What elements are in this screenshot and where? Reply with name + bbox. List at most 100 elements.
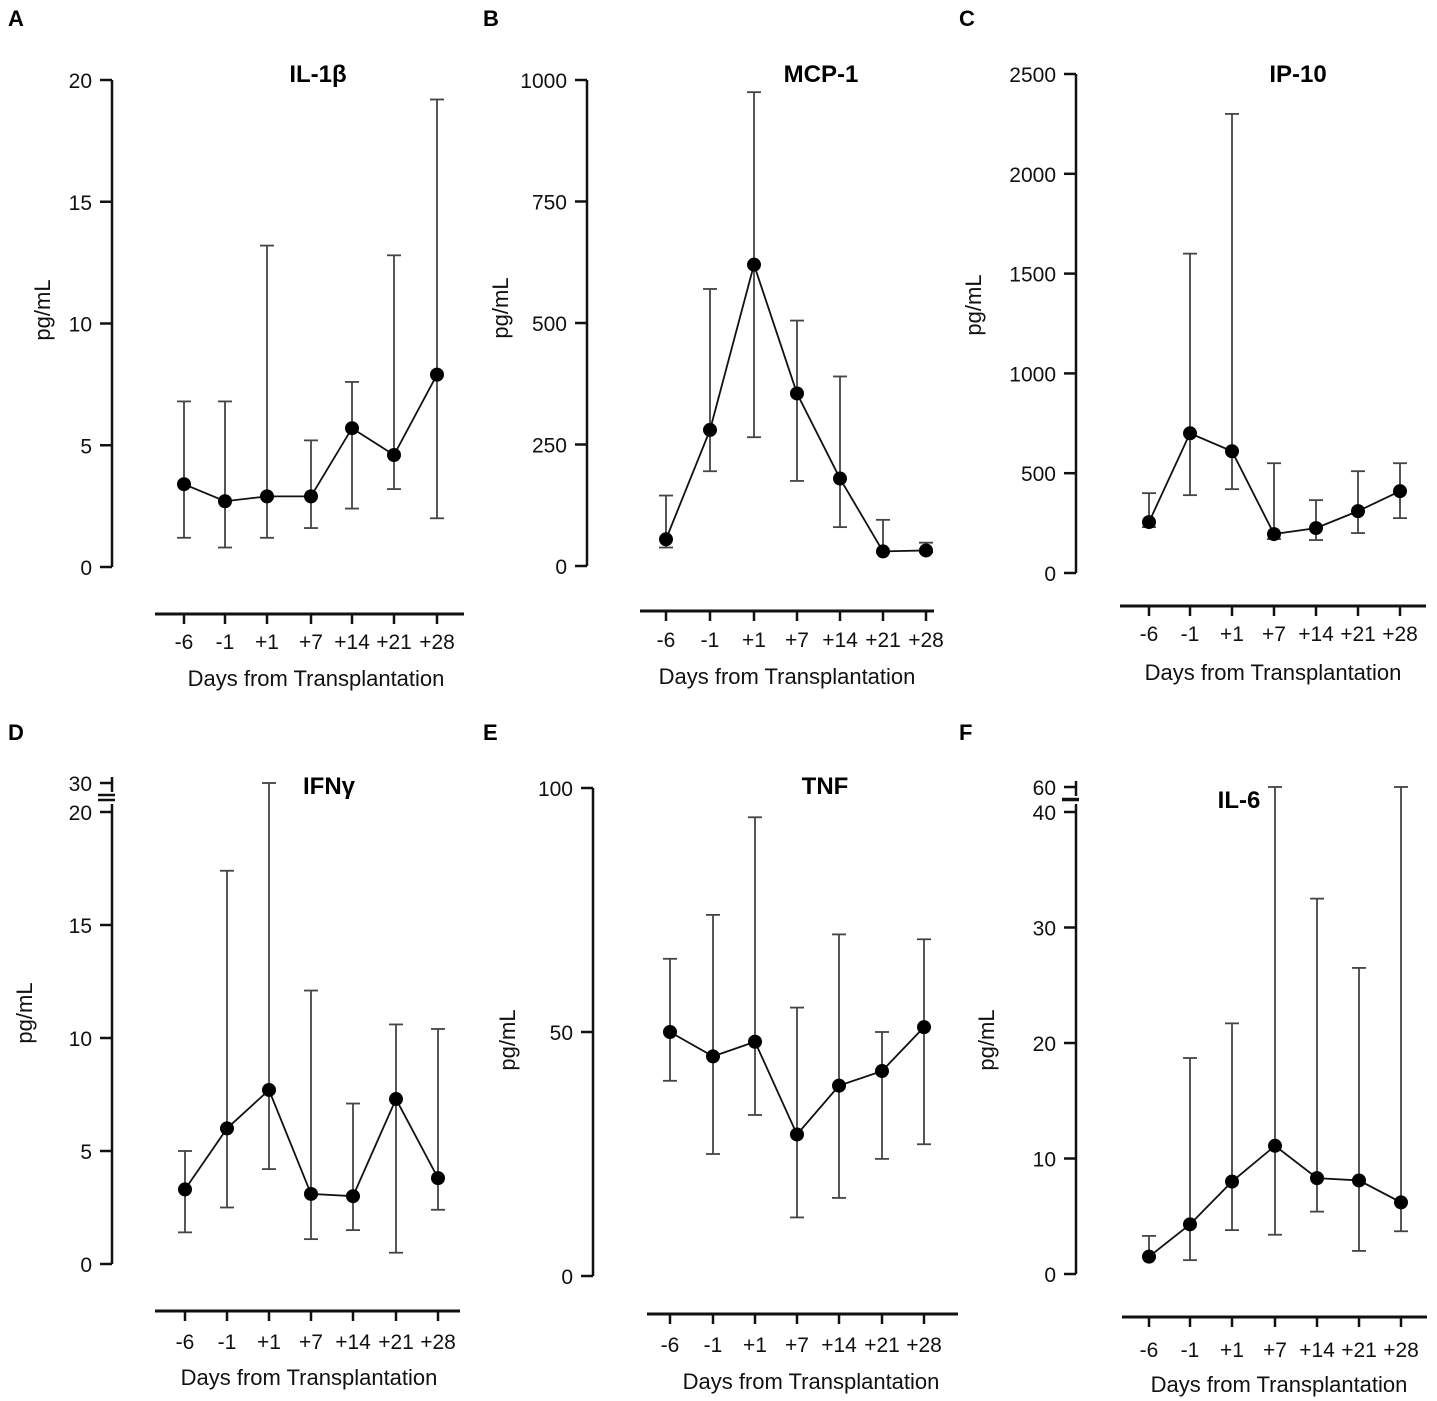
- data-point: [1309, 521, 1323, 536]
- chart-title: TNF: [802, 773, 849, 800]
- data-point: [1394, 1195, 1408, 1210]
- x-tick-label: +21: [865, 629, 901, 652]
- x-tick-label: +1: [257, 1331, 281, 1354]
- data-point: [917, 1020, 931, 1035]
- data-point: [1268, 1138, 1282, 1153]
- y-tick-label: 20: [69, 802, 92, 825]
- x-tick-label: -1: [218, 1331, 237, 1354]
- x-tick-label: -6: [661, 1334, 680, 1357]
- data-point: [706, 1049, 720, 1064]
- data-point: [1351, 504, 1365, 519]
- y-tick-label: 750: [532, 192, 567, 215]
- data-point: [218, 494, 232, 509]
- y-tick-label: 1000: [1009, 363, 1056, 386]
- data-point: [748, 1034, 762, 1049]
- y-tick-label: 5: [80, 1141, 92, 1164]
- y-tick-label: 10: [69, 314, 92, 337]
- data-point: [1142, 1249, 1156, 1264]
- data-point: [833, 471, 847, 486]
- x-tick-label: +1: [742, 629, 766, 652]
- x-tick-label: +14: [1298, 623, 1334, 646]
- x-tick-label: +14: [335, 1331, 371, 1354]
- y-tick-label: 0: [80, 1254, 92, 1277]
- x-tick-label: +28: [420, 1331, 456, 1354]
- data-point: [345, 421, 359, 436]
- x-tick-label: +21: [376, 631, 412, 654]
- x-tick-label: +1: [1220, 1339, 1244, 1362]
- x-axis-label: Days from Transplantation: [188, 666, 445, 691]
- panel-letter: F: [959, 720, 972, 745]
- data-point: [747, 257, 761, 272]
- y-tick-label: 500: [1021, 463, 1056, 486]
- x-tick-label: +21: [864, 1334, 900, 1357]
- chart-panel-f: F IL-6 60 0 10 20 30 40 pg/mL -6 -1 +1 +7 +14 +21 +28 Da…: [959, 720, 1427, 1397]
- x-tick-label: +7: [1262, 623, 1286, 646]
- data-point: [387, 447, 401, 462]
- data-point: [832, 1078, 846, 1093]
- y-tick-label: 250: [532, 435, 567, 458]
- y-tick-label: 1500: [1009, 264, 1056, 287]
- x-tick-label: +28: [1383, 1339, 1419, 1362]
- panel-letter: D: [8, 720, 24, 745]
- series-line: [665, 261, 927, 553]
- x-tick-label: -1: [701, 629, 720, 652]
- data-point: [304, 489, 318, 504]
- data-point: [1225, 444, 1239, 459]
- chart-title: IP-10: [1269, 61, 1326, 88]
- data-point: [431, 1171, 445, 1186]
- x-tick-label: +7: [785, 629, 809, 652]
- y-tick-label: 2500: [1009, 64, 1056, 87]
- x-tick-label: +14: [821, 1334, 857, 1357]
- x-axis-label: Days from Transplantation: [1145, 660, 1402, 685]
- y-axis-label: pg/mL: [488, 277, 513, 338]
- chart-title: MCP-1: [784, 61, 859, 88]
- y-tick-label: 40: [1033, 802, 1056, 825]
- y-tick-label: 2000: [1009, 164, 1056, 187]
- data-point: [346, 1189, 360, 1204]
- x-tick-label: +1: [255, 631, 279, 654]
- data-point: [178, 1182, 192, 1197]
- data-point: [919, 543, 933, 558]
- chart-panel-a: A IL-1β 0 5 10 15 20 pg/mL -6 -1 +1 +7 +14 +21 +28 Days…: [8, 6, 464, 691]
- y-tick-label: 20: [1033, 1033, 1056, 1056]
- y-tick-label: 10: [1033, 1149, 1056, 1172]
- x-tick-label: +14: [334, 631, 370, 654]
- x-axis-label: Days from Transplantation: [181, 1365, 438, 1390]
- y-axis-label: pg/mL: [30, 279, 55, 340]
- data-point: [262, 1082, 276, 1097]
- y-axis-label: pg/mL: [974, 1009, 999, 1070]
- y-tick-label: 50: [550, 1022, 573, 1045]
- y-tick-label: 0: [561, 1266, 573, 1289]
- data-point: [304, 1186, 318, 1201]
- data-point: [790, 386, 804, 401]
- data-point: [875, 1064, 889, 1079]
- data-point: [790, 1127, 804, 1142]
- chart-panel-b: B MCP-1 0 250 500 750 1000 pg/mL -6 -1 +1 +7 +14 +21 +…: [483, 6, 944, 689]
- x-tick-label: -1: [704, 1334, 723, 1357]
- x-tick-label: +7: [785, 1334, 809, 1357]
- y-tick-label: 0: [80, 557, 92, 580]
- data-point: [1267, 527, 1281, 542]
- x-axis-label: Days from Transplantation: [683, 1369, 940, 1394]
- y-tick-label: 60: [1033, 777, 1056, 800]
- data-point: [177, 477, 191, 492]
- chart-title: IL-1β: [289, 61, 346, 88]
- y-tick-label: 100: [538, 778, 573, 801]
- y-tick-label: 15: [69, 192, 92, 215]
- y-tick-label: 5: [80, 435, 92, 458]
- x-axis-label: Days from Transplantation: [1151, 1372, 1408, 1397]
- x-tick-label: +7: [299, 631, 323, 654]
- x-tick-label: +1: [743, 1334, 767, 1357]
- y-tick-label: 15: [69, 915, 92, 938]
- data-point: [1142, 515, 1156, 530]
- data-point: [876, 544, 890, 559]
- x-tick-label: +14: [1299, 1339, 1335, 1362]
- x-tick-label: +21: [378, 1331, 414, 1354]
- data-point: [703, 422, 717, 437]
- x-tick-label: +7: [1263, 1339, 1287, 1362]
- y-tick-label: 0: [1044, 563, 1056, 586]
- y-tick-label: 30: [69, 773, 92, 796]
- x-tick-label: +28: [906, 1334, 942, 1357]
- data-point: [430, 367, 444, 382]
